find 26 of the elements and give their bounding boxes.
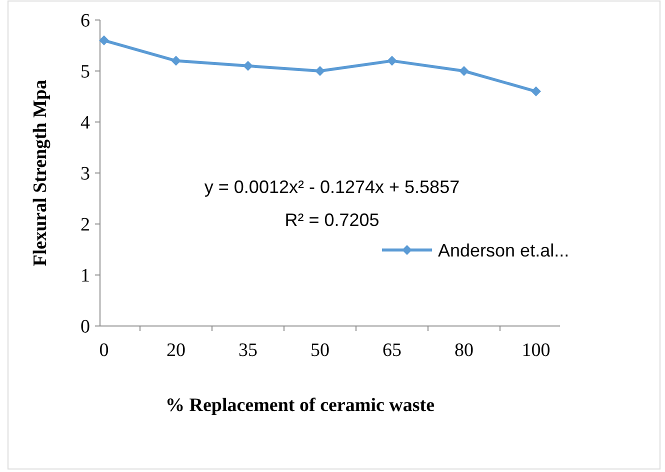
point — [387, 56, 397, 66]
y-tick-label: 6 — [80, 10, 90, 32]
y-tick-label: 4 — [80, 112, 90, 134]
x-tick-label: 0 — [99, 340, 109, 361]
x-tick-label: 20 — [166, 340, 186, 361]
point — [459, 66, 469, 76]
y-tick-label: 5 — [80, 62, 90, 83]
y-tick-label: 3 — [80, 164, 90, 185]
y-axis-title: Flexural Strength Mpa — [30, 79, 51, 266]
point — [531, 86, 541, 96]
x-tick-label: 65 — [382, 340, 402, 361]
point — [243, 60, 253, 71]
x-tick-label: 35 — [238, 340, 258, 361]
annotation: R² = 0.7205 — [284, 210, 380, 230]
point — [171, 56, 181, 66]
x-axis-title: % Replacement of ceramic waste — [165, 395, 435, 416]
x-tick-label: 50 — [310, 340, 330, 361]
point — [99, 35, 109, 46]
y-tick-label: 1 — [80, 266, 90, 287]
x-tick-label: 100 — [522, 340, 550, 361]
annotation: y = 0.0012x² - 0.1274x + 5.5857 — [204, 177, 460, 197]
legend-label: Anderson et.al... — [438, 240, 570, 260]
y-tick-label: 2 — [80, 214, 90, 236]
point — [315, 66, 325, 76]
y-tick-label: 0 — [80, 316, 90, 338]
x-tick-label: 80 — [454, 340, 474, 361]
